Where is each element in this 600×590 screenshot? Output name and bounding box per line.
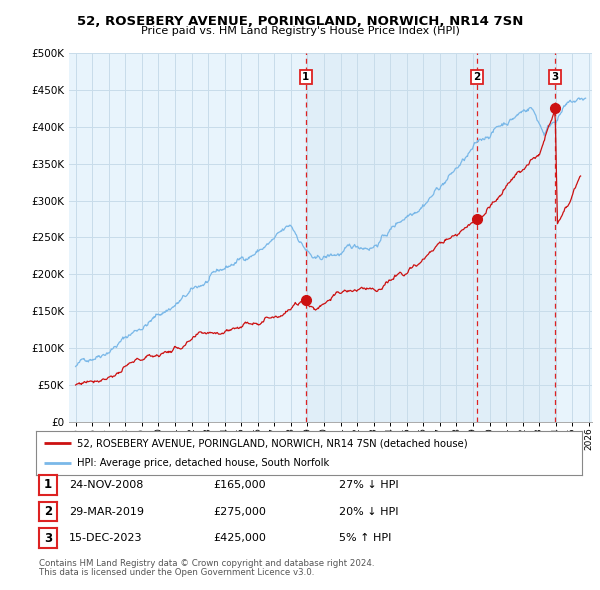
- Bar: [306, 53, 555, 422]
- Text: 29-MAR-2019: 29-MAR-2019: [69, 507, 144, 516]
- Text: 24-NOV-2008: 24-NOV-2008: [69, 480, 143, 490]
- Text: 2: 2: [473, 72, 481, 82]
- Text: Contains HM Land Registry data © Crown copyright and database right 2024.: Contains HM Land Registry data © Crown c…: [39, 559, 374, 568]
- Text: HPI: Average price, detached house, South Norfolk: HPI: Average price, detached house, Sout…: [77, 458, 329, 467]
- Text: £425,000: £425,000: [213, 533, 266, 543]
- Text: 52, ROSEBERY AVENUE, PORINGLAND, NORWICH, NR14 7SN: 52, ROSEBERY AVENUE, PORINGLAND, NORWICH…: [77, 15, 523, 28]
- Text: £165,000: £165,000: [213, 480, 266, 490]
- Text: 27% ↓ HPI: 27% ↓ HPI: [339, 480, 398, 490]
- Text: 3: 3: [44, 532, 52, 545]
- Text: This data is licensed under the Open Government Licence v3.0.: This data is licensed under the Open Gov…: [39, 568, 314, 577]
- Text: 20% ↓ HPI: 20% ↓ HPI: [339, 507, 398, 516]
- Text: 52, ROSEBERY AVENUE, PORINGLAND, NORWICH, NR14 7SN (detached house): 52, ROSEBERY AVENUE, PORINGLAND, NORWICH…: [77, 438, 467, 448]
- Text: 2: 2: [44, 505, 52, 518]
- Text: 1: 1: [302, 72, 310, 82]
- Text: 3: 3: [551, 72, 559, 82]
- Text: 1: 1: [44, 478, 52, 491]
- Text: 15-DEC-2023: 15-DEC-2023: [69, 533, 143, 543]
- Text: 5% ↑ HPI: 5% ↑ HPI: [339, 533, 391, 543]
- Text: Price paid vs. HM Land Registry's House Price Index (HPI): Price paid vs. HM Land Registry's House …: [140, 26, 460, 36]
- Text: £275,000: £275,000: [213, 507, 266, 516]
